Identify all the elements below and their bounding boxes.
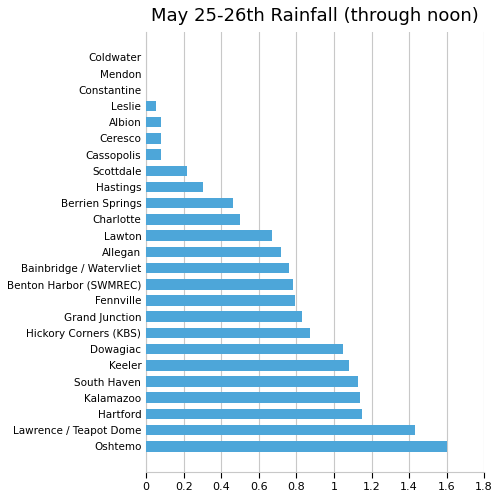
Bar xyxy=(146,409,362,419)
Bar xyxy=(146,182,203,192)
Bar xyxy=(146,344,344,354)
Bar xyxy=(146,149,161,160)
Title: May 25-26th Rainfall (through noon): May 25-26th Rainfall (through noon) xyxy=(152,7,479,25)
Bar xyxy=(146,231,272,241)
Bar xyxy=(146,198,233,209)
Bar xyxy=(146,279,292,289)
Bar xyxy=(146,311,302,322)
Bar xyxy=(146,247,282,257)
Bar xyxy=(146,214,240,225)
Bar xyxy=(146,117,161,127)
Bar xyxy=(146,133,161,144)
Bar xyxy=(146,393,360,403)
Bar xyxy=(146,263,289,273)
Bar xyxy=(146,360,349,371)
Bar xyxy=(146,376,358,387)
Bar xyxy=(146,425,414,436)
Bar xyxy=(146,441,446,452)
Bar xyxy=(146,101,156,111)
Bar xyxy=(146,166,188,176)
Bar xyxy=(146,295,294,306)
Bar xyxy=(146,328,310,338)
